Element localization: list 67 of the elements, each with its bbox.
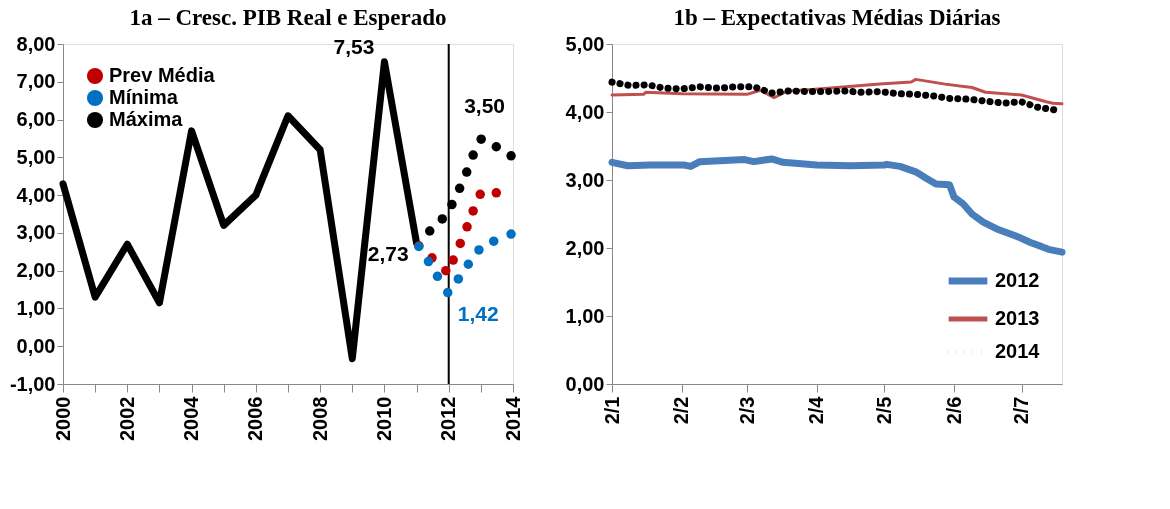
y-tick-label: 2,00 [565,236,605,259]
x-tick-label: 2/7 [1010,396,1032,425]
y-tick-label: 0,00 [565,372,605,395]
x-tick-label: 2010 [372,396,395,441]
legend-label: Máxima [109,108,184,130]
point [443,287,453,298]
x-tick-label: 2014 [501,395,524,441]
point [506,229,516,239]
x-tick-label: 2004 [180,395,203,441]
chart-title: 1b – Expectativas Médias Diárias [673,5,1001,30]
x-tick-label: 2/6 [942,396,965,425]
point [455,238,466,249]
y-tick-label: -1,00 [9,372,56,395]
annotation: 1,42 [457,301,499,325]
y-tick-label: 3,00 [16,221,56,244]
x-tick-label: 2/4 [805,395,828,425]
legend-label: 2013 [995,307,1040,329]
point [448,255,458,265]
point [441,265,451,276]
point [506,151,516,161]
point [432,271,443,282]
chart-title: 1a – Cresc. PIB Real e Esperado [129,5,447,30]
y-tick-label: 8,00 [16,32,56,55]
point [491,188,502,198]
point [475,189,485,200]
x-tick-label: 2012 [437,396,460,441]
point [461,167,472,177]
y-tick-label: 4,00 [16,183,56,206]
y-tick-label: 4,00 [565,100,605,123]
point [463,259,474,269]
legend-label: 2014 [995,340,1041,362]
x-tick-label: 2008 [308,396,331,441]
y-tick-label: 0,00 [16,334,56,357]
x-tick-label: 2006 [244,396,267,441]
point [468,150,478,160]
point [454,183,465,194]
x-tick-label: 2000 [51,396,74,441]
point [462,222,472,232]
y-tick-label: 1,00 [16,296,56,319]
y-tick-label: 7,00 [16,70,56,93]
x-tick-label: 2002 [115,396,138,441]
point [476,134,486,144]
x-tick-label: 2/1 [600,396,623,425]
legend-label: Mínima [109,86,179,108]
point [488,236,499,246]
point [447,199,457,210]
annotation: 7,53 [333,34,375,58]
x-tick-label: 2/5 [872,396,895,425]
y-tick-label: 2,00 [16,259,56,282]
point [453,274,464,284]
y-tick-label: 1,00 [565,304,605,327]
point [425,226,435,236]
annotation: 3,50 [464,94,505,117]
point [423,256,434,267]
y-tick-label: 5,00 [565,32,605,55]
legend-label: Prev Média [109,64,216,86]
point [474,245,484,255]
point [468,206,478,216]
point [491,142,502,152]
y-tick-label: 6,00 [16,108,56,131]
point [437,214,448,224]
y-tick-label: 5,00 [16,145,56,168]
y-tick-label: 3,00 [565,168,605,191]
annotation: 2,73 [367,242,409,266]
x-tick-label: 2/2 [670,396,693,425]
legend-label: 2012 [995,269,1040,291]
x-tick-label: 2/3 [735,396,758,425]
